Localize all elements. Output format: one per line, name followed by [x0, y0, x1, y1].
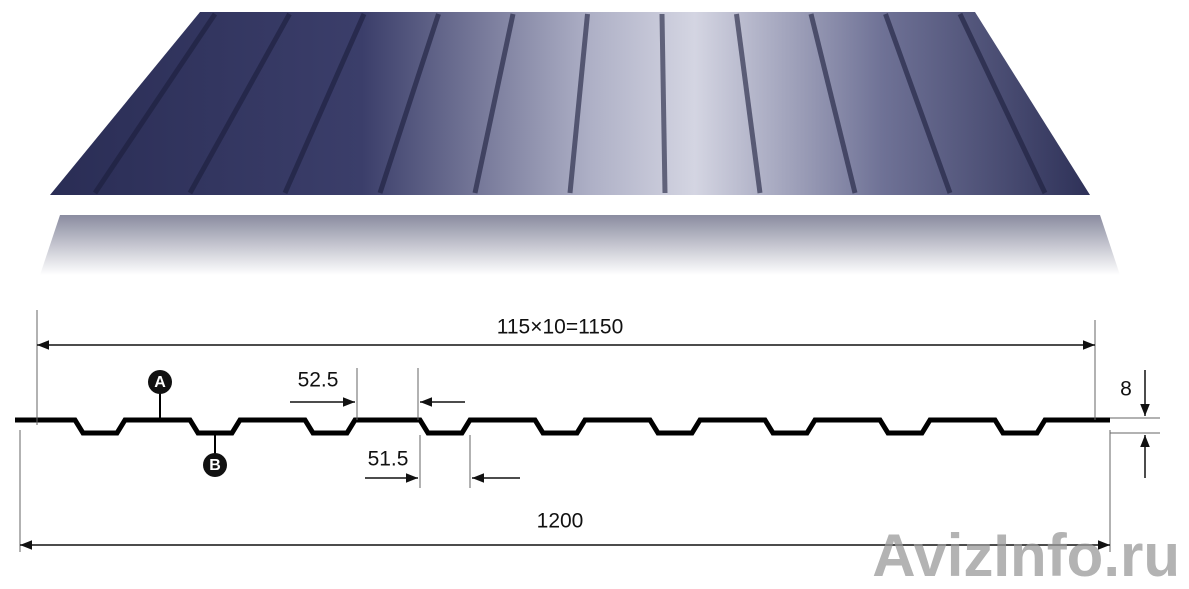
sheet-illustration: [40, 12, 1120, 275]
markers: A B: [148, 370, 227, 477]
bottom-width: 51.5: [368, 448, 409, 471]
pitch-total: 115×10=1150: [497, 316, 624, 339]
top-width: 52.5: [298, 369, 339, 392]
height: 8: [1120, 378, 1132, 401]
watermark: AvizInfo.ru: [872, 522, 1180, 589]
total-width: 1200: [537, 510, 584, 533]
marker-b: B: [209, 457, 221, 474]
marker-a: A: [154, 374, 166, 391]
profile: [15, 417, 1110, 436]
dimensions: 115×10=1150 1200 52.5 51.5 8: [19, 310, 1160, 552]
